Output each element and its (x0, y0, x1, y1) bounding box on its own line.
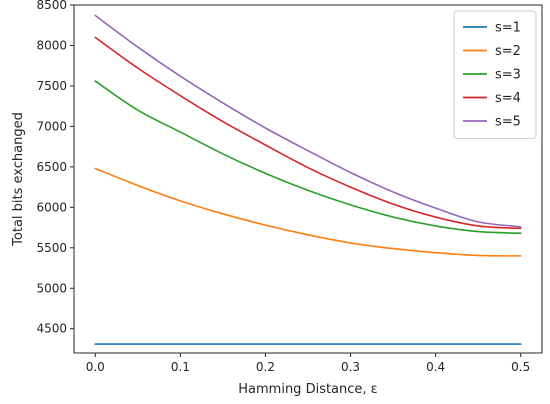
legend-label: s=3 (495, 68, 521, 83)
x-axis-label: Hamming Distance, ε (238, 382, 377, 397)
legend: s=1 s=2 s=3 s=4 s=5 (453, 10, 537, 139)
y-tick-label: 8000 (36, 38, 67, 52)
y-tick-label: 4500 (36, 322, 67, 336)
y-tick-label: 7500 (36, 79, 67, 93)
x-tick-label: 0.1 (171, 360, 190, 374)
x-axis: 0.0 0.1 0.2 0.3 0.4 0.5 (86, 353, 530, 374)
series-line-s2 (94, 167, 522, 257)
legend-label: s=5 (495, 115, 521, 130)
legend-label: s=4 (495, 91, 521, 106)
y-axis-label: Total bits exchanged (11, 112, 26, 247)
x-tick-label: 0.3 (341, 360, 360, 374)
y-tick-label: 6500 (36, 160, 67, 174)
legend-label: s=1 (495, 21, 521, 36)
y-tick-label: 7000 (36, 119, 67, 133)
series-line-s3 (94, 80, 522, 235)
series-line-s4 (94, 36, 522, 230)
plot-frame (73, 4, 543, 354)
series-line-s5 (94, 14, 522, 228)
legend-label: s=2 (495, 44, 521, 59)
y-axis: 4500 5000 5500 6000 6500 7000 7500 8000 8500 (36, 0, 74, 336)
y-tick-label: 8500 (36, 0, 67, 12)
x-tick-label: 0.0 (86, 360, 105, 374)
x-tick-label: 0.4 (426, 360, 445, 374)
plot-series-group (94, 14, 522, 345)
legend-box (453, 10, 537, 139)
y-tick-label: 6000 (36, 200, 67, 214)
x-tick-label: 0.2 (256, 360, 275, 374)
y-tick-label: 5500 (36, 241, 67, 255)
y-tick-label: 5000 (36, 281, 67, 295)
x-tick-label: 0.5 (511, 360, 530, 374)
